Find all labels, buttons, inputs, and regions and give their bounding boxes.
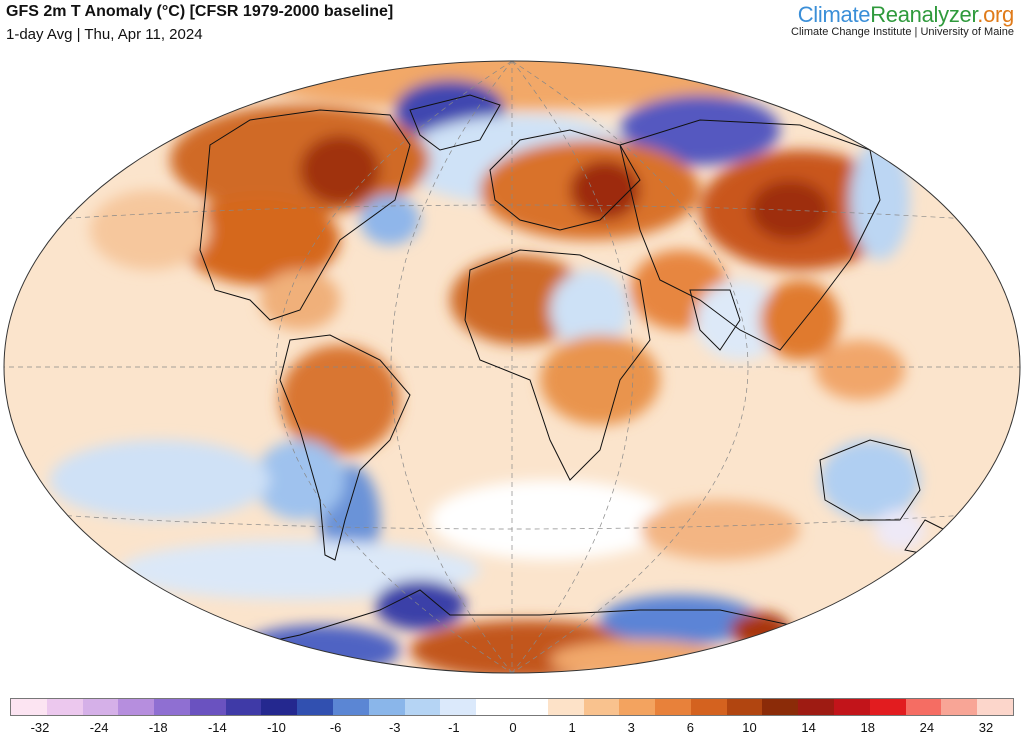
scale-tick-label: 1: [568, 720, 576, 735]
scale-swatch: [333, 699, 369, 715]
scale-swatch: [118, 699, 155, 715]
scale-swatch: [189, 699, 226, 715]
scale-swatch: [225, 699, 262, 715]
brand-subtitle: Climate Change Institute | University of…: [791, 26, 1014, 38]
north-america-outline: [199, 109, 411, 321]
world-anomaly-map: [3, 60, 1021, 674]
europe-outline: [489, 129, 641, 231]
scale-swatch: [511, 699, 548, 715]
asia-outline: [619, 119, 881, 351]
scale-swatch: [690, 699, 727, 715]
scale-tick-label: -6: [329, 720, 342, 735]
scale-swatch: [941, 699, 978, 715]
scale-swatch: [583, 699, 620, 715]
scale-swatch: [154, 699, 190, 715]
south-america-outline: [279, 334, 411, 561]
scale-tick-label: -18: [148, 720, 168, 735]
brand-logo[interactable]: ClimateReanalyzer.org: [791, 2, 1015, 28]
scale-swatch: [869, 699, 906, 715]
scale-swatch: [11, 699, 47, 715]
scale-tick-label: -32: [30, 720, 50, 735]
scale-swatch: [368, 699, 405, 715]
scale-swatch: [82, 699, 119, 715]
brand-block[interactable]: ClimateReanalyzer.org Climate Change Ins…: [791, 2, 1014, 38]
map-subtitle: 1-day Avg | Thu, Apr 11, 2024: [6, 26, 203, 43]
scale-tick-label: -14: [207, 720, 227, 735]
greenland-outline: [409, 94, 501, 151]
scale-tick-label: -10: [267, 720, 286, 735]
antarctica-outline: [229, 589, 791, 673]
scale-swatch: [762, 699, 799, 715]
map-title: GFS 2m T Anomaly (°C) [CFSR 1979-2000 ba…: [6, 3, 394, 20]
scale-swatch: [547, 699, 584, 715]
scale-tick-label: 18: [860, 720, 875, 735]
scale-tick-label: 3: [627, 720, 635, 735]
scale-tick-label: 24: [919, 720, 935, 735]
brand-name-part3: .org: [977, 2, 1014, 27]
scale-tick-label: -24: [89, 720, 109, 735]
scale-swatch: [655, 699, 691, 715]
scale-swatch: [440, 699, 477, 715]
scale-swatch: [833, 699, 870, 715]
graticule: [4, 61, 1020, 673]
coastlines: [199, 94, 946, 673]
scale-tick-label: 10: [742, 720, 757, 735]
scale-swatch: [404, 699, 441, 715]
scale-tick-label: -1: [448, 720, 460, 735]
scale-swatch: [46, 699, 83, 715]
brand-name-part2: Reanalyzer: [870, 2, 978, 27]
scale-tick-label: 32: [978, 720, 994, 735]
scale-tick-label: 0: [509, 720, 517, 735]
scale-swatch: [905, 699, 942, 715]
globe-outline: [3, 60, 1021, 674]
australia-outline: [819, 439, 921, 521]
color-scale-ticks: -32 -24 -18 -14 -10 -6 -3 -1 0 1 3 6 10 14 18 24 32: [10, 720, 1014, 736]
scale-tick-label: 14: [801, 720, 816, 735]
scale-tick-label: 6: [686, 720, 694, 735]
anomaly-field: [4, 61, 1020, 673]
scale-swatch: [261, 699, 298, 715]
color-scale-bar: [10, 698, 1014, 716]
scale-swatch: [476, 699, 512, 715]
scale-tick-label: -3: [388, 720, 401, 735]
scale-swatch: [726, 699, 763, 715]
africa-outline: [464, 249, 651, 481]
scale-swatch: [297, 699, 334, 715]
scale-swatch: [977, 699, 1013, 715]
scale-swatch: [619, 699, 656, 715]
scale-swatch: [798, 699, 834, 715]
india-outline: [689, 289, 741, 351]
brand-name-part1: Climate: [797, 2, 871, 27]
